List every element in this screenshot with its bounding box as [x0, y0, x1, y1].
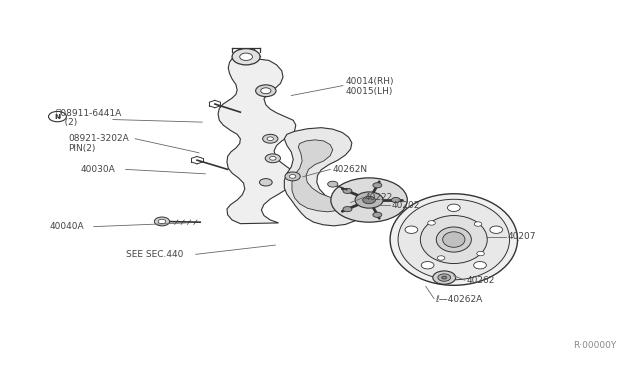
Text: 40014(RH)
40015(LH): 40014(RH) 40015(LH) [346, 77, 394, 96]
Ellipse shape [398, 199, 509, 280]
Circle shape [285, 172, 300, 181]
Ellipse shape [420, 215, 487, 263]
Circle shape [49, 112, 67, 122]
Circle shape [269, 157, 276, 160]
Circle shape [373, 183, 382, 188]
Circle shape [260, 88, 271, 94]
Circle shape [447, 204, 460, 211]
Circle shape [267, 137, 273, 141]
Circle shape [438, 274, 451, 281]
Circle shape [331, 178, 407, 222]
Circle shape [265, 154, 280, 163]
Circle shape [474, 222, 482, 226]
Text: 40030A: 40030A [81, 165, 116, 174]
Text: 40202: 40202 [392, 201, 420, 210]
Circle shape [232, 49, 260, 65]
Circle shape [421, 262, 434, 269]
Circle shape [262, 134, 278, 143]
Circle shape [328, 181, 338, 187]
Circle shape [240, 53, 252, 61]
Circle shape [343, 206, 352, 212]
Text: 40222: 40222 [365, 193, 393, 202]
Text: ℓ—40262A: ℓ—40262A [435, 295, 482, 304]
Circle shape [474, 262, 486, 269]
Circle shape [259, 179, 272, 186]
Circle shape [490, 226, 502, 233]
Circle shape [428, 221, 435, 225]
Text: 40262N: 40262N [333, 165, 368, 174]
Text: 40262: 40262 [467, 276, 495, 285]
Ellipse shape [390, 194, 518, 285]
Circle shape [405, 226, 418, 233]
Circle shape [158, 219, 166, 224]
Circle shape [355, 192, 383, 208]
Circle shape [477, 251, 484, 256]
PathPatch shape [218, 56, 296, 224]
Circle shape [255, 85, 276, 97]
Text: SEE SEC.440: SEE SEC.440 [125, 250, 183, 259]
Text: R·00000Y: R·00000Y [573, 341, 616, 350]
Ellipse shape [436, 227, 471, 252]
Circle shape [343, 188, 352, 193]
Circle shape [392, 198, 400, 203]
Text: 40207: 40207 [508, 232, 536, 241]
Circle shape [433, 271, 456, 284]
Text: ⓝ08911-6441A
   (2): ⓝ08911-6441A (2) [56, 108, 122, 127]
Text: N: N [54, 113, 60, 119]
Circle shape [442, 276, 447, 279]
Circle shape [437, 256, 445, 260]
PathPatch shape [292, 140, 346, 212]
PathPatch shape [284, 128, 358, 226]
Circle shape [363, 196, 376, 204]
Ellipse shape [443, 232, 465, 247]
Text: 40040A: 40040A [49, 222, 84, 231]
Circle shape [289, 174, 296, 178]
Text: 08921-3202A
PIN(2): 08921-3202A PIN(2) [68, 134, 129, 153]
Circle shape [373, 212, 382, 217]
Circle shape [154, 217, 170, 226]
